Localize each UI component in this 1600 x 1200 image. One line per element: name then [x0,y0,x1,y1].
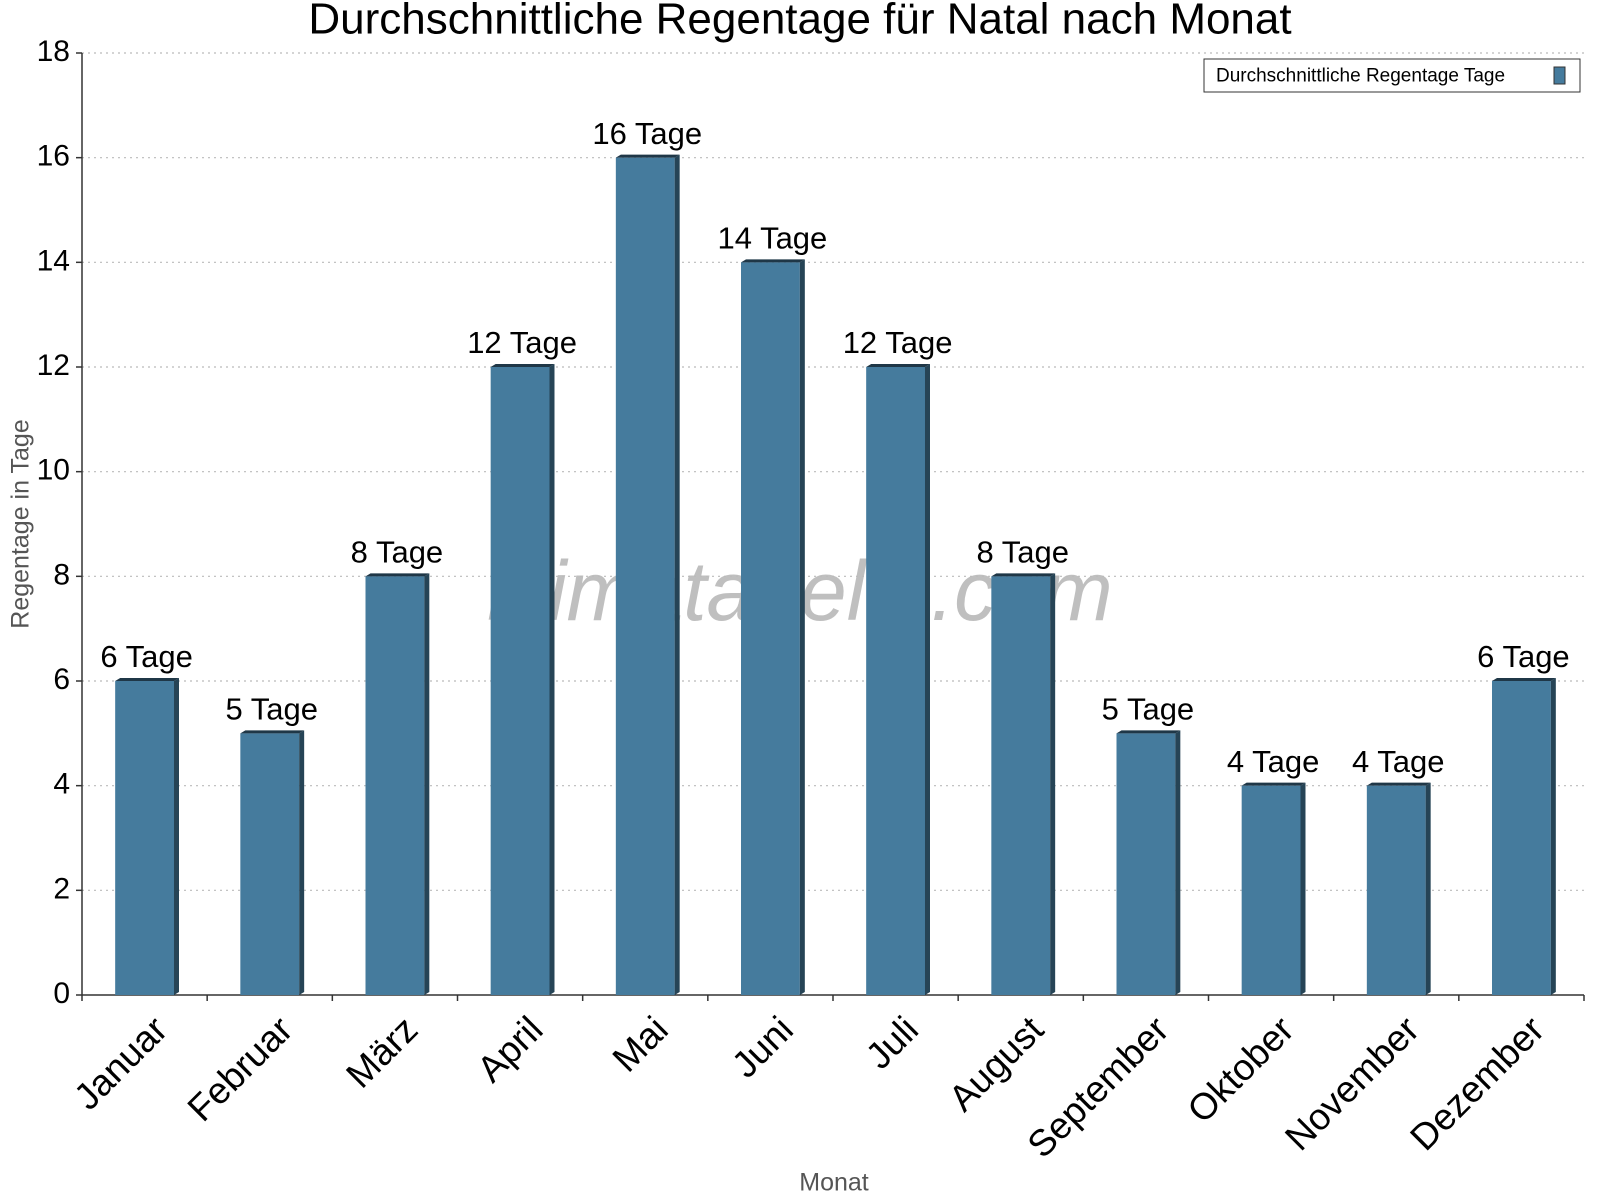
bar [490,364,555,995]
bar-front [1241,785,1301,995]
bar-side [1300,782,1306,995]
bar-top [115,678,179,681]
bar-side [799,259,805,995]
legend-box [1203,58,1581,93]
y-tick-label: 4 [53,768,70,801]
bar-top [1492,678,1556,681]
y-tick-label: 16 [37,140,70,173]
bar-top [991,573,1056,577]
bar-top [240,730,305,734]
bar-side [674,154,680,995]
value-label: 4 Tage [1227,744,1320,779]
bar [1366,782,1431,995]
value-label: 5 Tage [225,692,318,727]
bar-top [1366,782,1431,786]
bar-side [924,364,930,995]
y-tick-label: 2 [53,872,70,905]
y-tick-label: 8 [53,558,70,591]
bar [866,364,930,995]
value-label: 6 Tage [100,639,193,674]
x-tick-label: Oktober [1180,1009,1302,1131]
bar [991,573,1056,995]
bar-top [1116,730,1181,734]
bar-front [991,576,1051,995]
bar-side [173,678,179,995]
bar [1116,730,1181,995]
bar-front [741,262,800,995]
bar [741,259,805,995]
chart-title: Durchschnittliche Regentage für Natal na… [308,0,1291,44]
y-tick-label: 12 [37,349,70,382]
bar-side [549,364,555,995]
bar-top [490,364,555,367]
bar-side [299,730,305,995]
x-tick-label: August [941,1008,1052,1119]
value-label: 8 Tage [351,535,444,570]
bar-front [1116,733,1176,995]
bar-top [1241,782,1306,786]
bar-front [115,681,174,995]
x-tick-label: März [338,1009,425,1096]
bar-front [1492,681,1551,995]
bar-top [615,154,680,158]
value-label: 12 Tage [467,325,577,360]
bar [365,573,430,995]
bar-side [1175,730,1181,995]
bar-top [365,573,430,577]
x-tick-label: Februar [180,1009,301,1130]
y-tick-label: 18 [37,35,70,68]
legend-swatch [1553,66,1566,85]
x-tick-label: November [1277,1009,1427,1159]
x-tick-label: April [469,1009,550,1090]
bar-front [490,367,550,995]
bar-front [1366,785,1426,995]
legend-label: Durchschnittliche Regentage Tage [1216,66,1505,87]
value-label: 5 Tage [1102,692,1195,727]
bar [1492,678,1556,995]
bar-side [1050,573,1056,995]
x-tick-label: Mai [605,1009,676,1080]
value-label: 8 Tage [976,535,1069,570]
bar [240,730,305,995]
bar-side [424,573,430,995]
bar-top [866,364,930,367]
legend: Durchschnittliche Regentage Tage [1203,58,1581,93]
y-tick-label: 6 [53,663,70,696]
y-tick-label: 14 [37,244,70,277]
bar-front [615,157,675,995]
y-tick-label: 0 [53,977,70,1010]
x-tick-label: Juni [724,1009,801,1086]
bar-front [866,367,925,995]
bar [1241,782,1306,995]
value-label: 4 Tage [1352,744,1445,779]
x-tick-label: Juli [858,1009,926,1077]
x-tick-label: Januar [66,1009,175,1118]
bar [115,678,179,995]
value-label: 14 Tage [718,221,828,256]
bar-top [741,259,805,263]
bar-side [1550,678,1556,995]
value-label: 12 Tage [843,325,953,360]
bar-front [365,576,425,995]
x-axis-label: Monat [799,1169,869,1197]
x-tick-label: Dezember [1402,1009,1552,1159]
bar-side [1425,782,1431,995]
y-axis-label: Regentage in Tage [7,419,35,628]
bar-front [240,733,300,995]
value-label: 16 Tage [592,116,702,151]
y-tick-label: 10 [37,454,70,487]
bar [615,154,680,995]
value-label: 6 Tage [1477,639,1570,674]
